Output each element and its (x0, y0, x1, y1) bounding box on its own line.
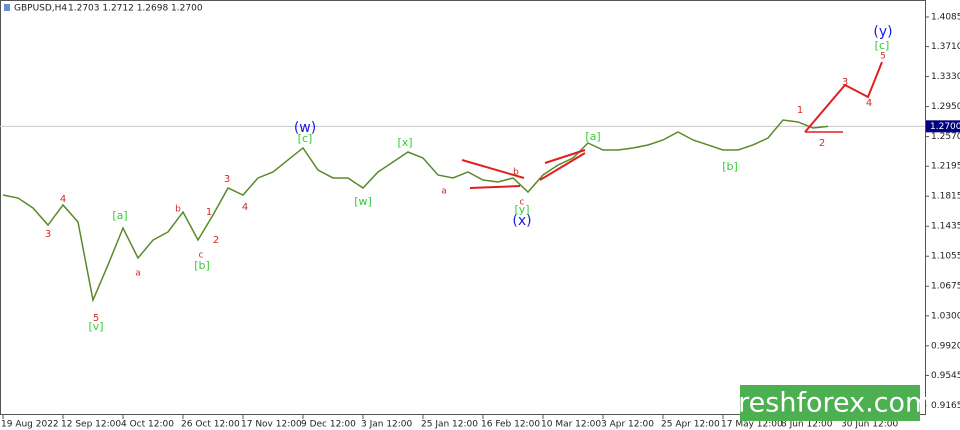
x-tick-label: 3 Apr 12:00 (601, 420, 654, 430)
wave-label: (w) (294, 120, 316, 136)
wave-label: c (520, 198, 525, 208)
x-tick-label: 16 Feb 12:00 (481, 420, 540, 430)
wave-label: 3 (224, 174, 230, 185)
y-tick-label: 0.9165 (931, 401, 960, 411)
wave-label: 3 (842, 77, 848, 88)
wave-label: [b] (194, 259, 210, 272)
x-tick-label: 12 Sep 12:00 (61, 420, 121, 430)
y-tick-label: 1.4085 (931, 12, 960, 22)
wave-label: c (199, 251, 204, 261)
wave-label: 5 (93, 313, 99, 324)
current-price-box (926, 120, 960, 133)
symbol-icon (4, 4, 10, 11)
price-line (2, 119, 829, 303)
wave-label: b (175, 205, 181, 215)
ohlc: 1.2703 1.2712 1.2698 1.2700 (68, 4, 203, 14)
y-tick-label: 1.3330 (931, 72, 960, 82)
y-tick-label: 0.9545 (931, 371, 960, 381)
wave-label: a (441, 187, 447, 197)
wave-label: a (135, 269, 141, 279)
current-price-label: 1.2700 (930, 122, 960, 132)
wave-label: [a] (112, 209, 127, 222)
y-tick-label: 1.2950 (931, 102, 960, 112)
wedge-line (544, 149, 586, 164)
wave-label: 2 (213, 235, 219, 246)
x-tick-label: 3 Jan 12:00 (361, 420, 413, 430)
wave-label: [b] (722, 160, 738, 173)
wave-label: 1 (797, 105, 803, 116)
wave-label: [c] (875, 39, 890, 52)
wave-label: 5 (880, 52, 886, 62)
wave-label: [v] (88, 320, 103, 333)
wave-label: 4 (60, 194, 66, 205)
x-tick-label: 10 Mar 12:00 (541, 420, 601, 430)
symbol: GBPUSD,H4 (14, 4, 67, 14)
y-tick-label: 1.2195 (931, 162, 960, 172)
y-tick-label: 1.1435 (931, 222, 960, 232)
x-tick-label: 25 Jan 12:00 (421, 420, 478, 430)
wave-label: [c] (298, 132, 313, 145)
y-tick-label: 1.0675 (931, 282, 960, 292)
y-tick-label: 1.1055 (931, 252, 960, 262)
watermark: freshforex.com (729, 388, 932, 419)
wave-label: [a] (585, 130, 600, 143)
x-tick-label: 30 Jun 12:00 (841, 420, 898, 430)
x-tick-label: 4 Oct 12:00 (121, 420, 174, 430)
x-tick-label: 9 Dec 12:00 (301, 420, 356, 430)
wave-label: 2 (819, 138, 825, 149)
wave-label: 4 (866, 98, 872, 109)
plot-frame (0, 0, 926, 415)
x-tick-label: 25 Apr 12:00 (661, 420, 720, 430)
y-tick-label: 1.0300 (931, 311, 960, 321)
wave-label: 4 (242, 202, 248, 213)
wedge-line (539, 152, 586, 181)
wave-label: [w] (354, 195, 372, 208)
wave-label: (y) (873, 24, 892, 40)
triangle-line (461, 159, 525, 179)
x-tick-label: 17 May 12:00 (721, 420, 783, 430)
wave-label: [y] (514, 203, 529, 216)
x-tick-label: 26 Oct 12:00 (181, 420, 240, 430)
x-tick-label: 19 Aug 2022 (1, 420, 59, 430)
y-tick-label: 1.2570 (931, 132, 960, 142)
triangle-line (469, 185, 521, 189)
x-tick-label: 17 Nov 12:00 (241, 420, 302, 430)
wave-label: (x) (512, 213, 531, 229)
wave-label: [x] (397, 136, 412, 149)
wave-label: 1 (206, 207, 212, 218)
y-tick-label: 1.3710 (931, 42, 960, 52)
projection (804, 61, 883, 133)
watermark-box (740, 385, 920, 421)
y-tick-label: 1.1815 (931, 192, 960, 202)
wave-shapes (461, 61, 883, 189)
y-tick-label: 0.9920 (931, 341, 960, 351)
x-tick-label: 8 Jun 12:00 (781, 420, 833, 430)
wave-label: 3 (45, 229, 51, 240)
wave-label: b (513, 168, 519, 178)
